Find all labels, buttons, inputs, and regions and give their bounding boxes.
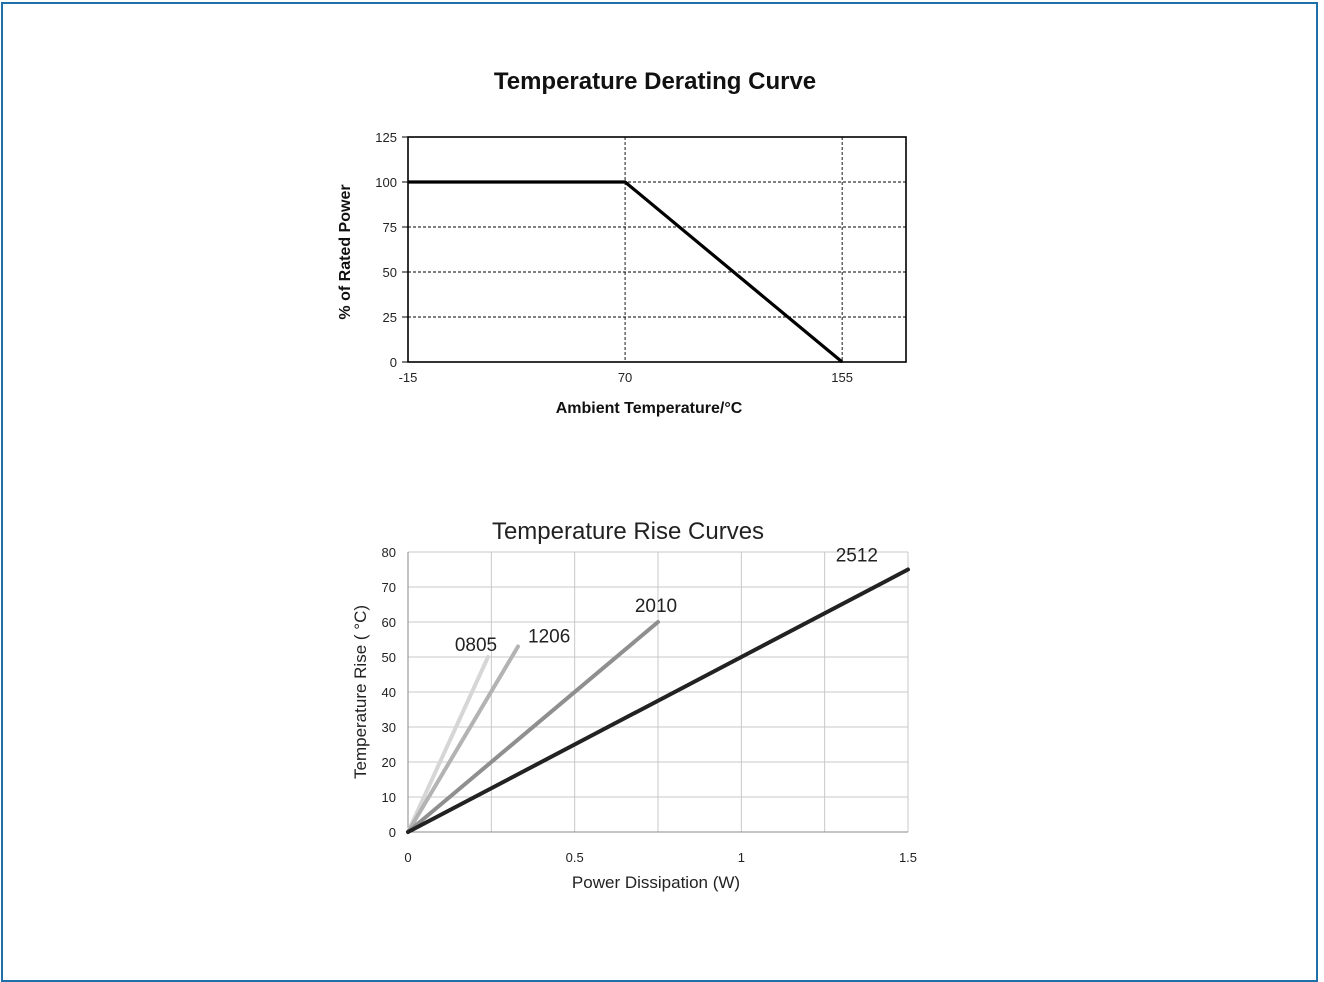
derating-y-tick-label: 100 bbox=[375, 175, 397, 190]
rise-x-tick-label: 1 bbox=[738, 850, 745, 865]
derating-x-tick-label: 70 bbox=[618, 370, 632, 385]
rise-series-0805-line bbox=[406, 655, 490, 834]
rise-chart: Temperature Rise Curves 0102030405060708… bbox=[351, 518, 917, 892]
rise-y-tick-label: 0 bbox=[389, 825, 396, 840]
derating-y-tick-label: 25 bbox=[383, 310, 397, 325]
derating-x-ticks: -15 70 155 bbox=[399, 370, 853, 385]
derating-y-ticks: 0 25 50 75 100 125 bbox=[375, 130, 408, 370]
derating-x-tick-label: -15 bbox=[399, 370, 418, 385]
rise-y-tick-label: 30 bbox=[382, 720, 396, 735]
derating-chart: Temperature Derating Curve 0 25 50 75 100 125… bbox=[337, 68, 907, 417]
rise-y-ticks: 0 10 20 30 40 50 60 70 80 bbox=[382, 545, 396, 840]
derating-plot-frame bbox=[407, 136, 907, 363]
derating-grid bbox=[408, 137, 906, 362]
rise-series-2010-label: 2010 bbox=[635, 596, 677, 617]
rise-series-1206-line bbox=[406, 644, 520, 834]
rise-series-2512-label: 2512 bbox=[836, 546, 878, 567]
rise-series-2512-line bbox=[406, 567, 910, 834]
derating-y-tick-label: 0 bbox=[390, 355, 397, 370]
rise-x-axis-label: Power Dissipation (W) bbox=[572, 873, 740, 892]
derating-y-tick-label: 125 bbox=[375, 130, 397, 145]
derating-x-axis-label: Ambient Temperature/°C bbox=[556, 400, 743, 417]
rise-y-tick-label: 10 bbox=[382, 790, 396, 805]
rise-y-tick-label: 40 bbox=[382, 685, 396, 700]
derating-curve bbox=[408, 180, 844, 364]
rise-y-tick-label: 50 bbox=[382, 650, 396, 665]
rise-x-tick-label: 0.5 bbox=[566, 850, 584, 865]
rise-series-0805-label: 0805 bbox=[455, 635, 497, 656]
rise-y-tick-label: 70 bbox=[382, 580, 396, 595]
rise-x-tick-label: 0 bbox=[404, 850, 411, 865]
rise-y-tick-label: 80 bbox=[382, 545, 396, 560]
derating-chart-title: Temperature Derating Curve bbox=[494, 68, 816, 95]
rise-y-axis-label: Temperature Rise ( °C) bbox=[351, 605, 370, 779]
rise-series-labels: 0805 1206 2010 2512 bbox=[455, 546, 878, 657]
derating-y-tick-label: 75 bbox=[383, 220, 397, 235]
derating-series bbox=[408, 180, 844, 364]
derating-y-tick-label: 50 bbox=[383, 265, 397, 280]
derating-y-axis-label: % of Rated Power bbox=[337, 184, 354, 319]
rise-series-2010-line bbox=[406, 620, 660, 834]
rise-chart-title: Temperature Rise Curves bbox=[492, 518, 764, 545]
rise-y-tick-label: 60 bbox=[382, 615, 396, 630]
rise-x-tick-label: 1.5 bbox=[899, 850, 917, 865]
rise-grid bbox=[407, 551, 909, 833]
rise-series bbox=[406, 567, 910, 834]
rise-series-1206-label: 1206 bbox=[528, 627, 570, 648]
derating-x-tick-label: 155 bbox=[831, 370, 853, 385]
rise-y-tick-label: 20 bbox=[382, 755, 396, 770]
rise-x-ticks: 0 0.5 1 1.5 bbox=[404, 850, 917, 865]
